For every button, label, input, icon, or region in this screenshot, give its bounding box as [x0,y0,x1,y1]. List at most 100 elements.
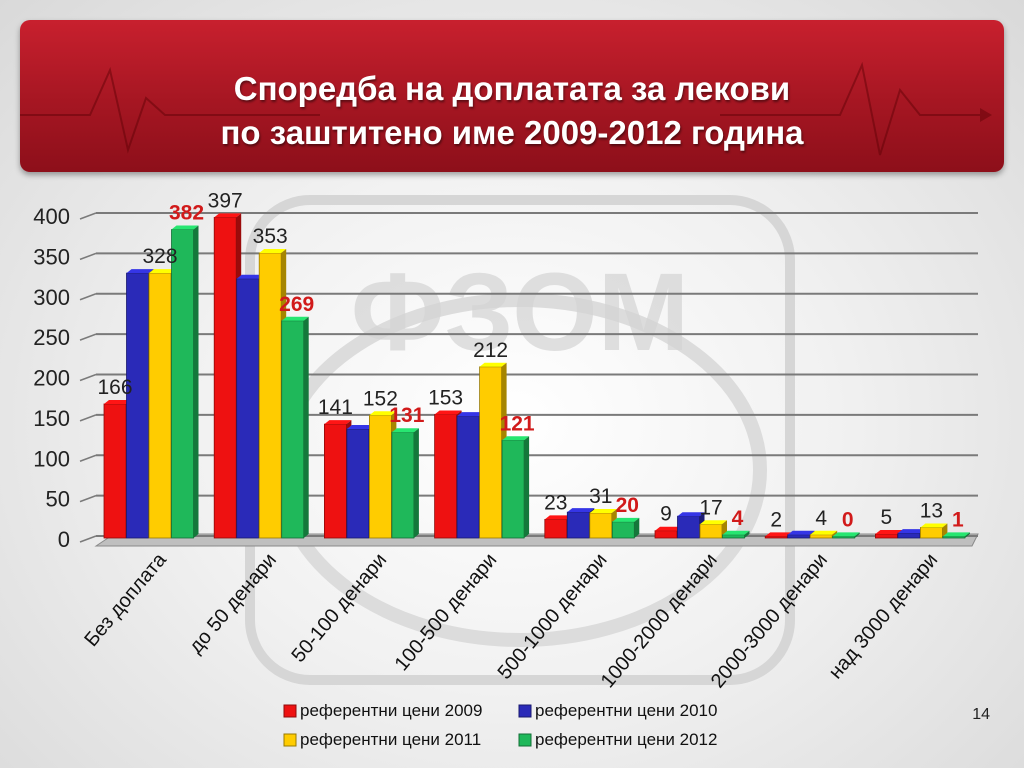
legend-item: референтни цени 2010 [518,701,717,720]
bar-front [258,252,282,539]
bar [391,428,419,539]
bar-top [502,436,530,441]
bar-side [634,517,640,538]
data-label: 1 [952,508,964,531]
data-label: 212 [473,339,508,362]
bar-top [149,269,176,274]
bar-top [434,410,462,415]
gridline-depth [79,333,97,341]
bar-front [456,415,480,539]
legend-label: референтни цени 2009 [300,701,482,720]
data-label: 153 [428,386,463,409]
data-label: 269 [279,293,314,316]
bar-top [612,517,640,522]
data-label: 382 [169,202,204,225]
bar-side [413,428,419,538]
bar-top [259,248,287,253]
data-label: 20 [616,494,639,517]
y-tick-label: 50 [46,487,70,512]
bar-top [875,529,903,534]
y-tick-label: 250 [33,325,70,350]
bar [171,225,199,539]
legend-label: референтни цени 2011 [300,730,481,749]
bar-front [611,521,635,539]
data-label: 2 [770,508,782,531]
data-label: 31 [589,485,612,508]
y-axis-ticks: 0 50 100 150 200 250 300 350 400 [33,204,70,552]
bar-top [346,424,374,429]
data-label: 328 [142,245,177,268]
bar-front [368,414,392,539]
bar-front [236,278,260,539]
gridline-depth [79,535,97,543]
bar-side [524,436,530,538]
data-label: 5 [881,506,893,529]
bar-front [897,532,921,539]
title-banner: Споредба на доплатата за лекови по зашти… [20,20,1004,172]
bar-top [942,532,970,537]
heartbeat-line-decoration [20,61,992,156]
slide-title-line-1: Споредба на доплатата за лекови [233,70,791,107]
bar-front [281,320,305,539]
slide-title-line-2: по заштитено име 2009-2012 година [220,114,804,151]
bar-front [764,535,788,539]
gridline-depth [79,373,97,382]
gridline-depth [79,454,97,462]
bar-top [920,523,948,528]
data-label: 152 [363,387,398,410]
legend-item: референтни цени 2012 [518,730,717,749]
y-tick-label: 200 [33,366,70,391]
bar-front [501,439,525,539]
bar-top [567,508,595,513]
bar-side [193,225,199,538]
data-label: 141 [318,396,353,419]
bar-front [171,229,194,539]
bar-front [589,512,613,539]
x-tick-label: 500-1000 денари [494,549,612,684]
bar [942,532,970,539]
bar-front [126,272,149,539]
bar-side [303,316,309,538]
bar-top [171,225,199,230]
x-tick-label: Без доплата [80,548,171,651]
bar-top [236,274,264,279]
bar-side [964,532,970,538]
legend-label: референтни цени 2012 [535,730,717,749]
legend-item: референтни цени 2011 [283,730,481,749]
data-label: 121 [500,412,535,435]
legend-swatch [283,733,297,747]
bar-front [942,535,966,539]
legend-item: референтни цени 2009 [283,701,482,720]
data-label: 9 [660,503,672,526]
bars [103,213,970,539]
slide-title: Споредба на доплатата за лекови по зашти… [20,67,1004,155]
data-label: 4 [815,507,827,530]
data-label: 166 [97,376,132,399]
bar-top [765,532,793,537]
gridline-depth [79,293,97,301]
bar-front [391,431,415,539]
bar-front [787,534,811,539]
watermark-logo-text: ФЗОМ [351,251,690,374]
bar-front [544,519,568,539]
bar-front [323,423,347,539]
bar-top [810,530,838,535]
y-tick-label: 150 [33,406,70,431]
bar-front [875,533,898,539]
y-tick-label: 400 [33,204,70,229]
bar-top [214,213,242,218]
legend-label: референтни цени 2010 [535,701,717,720]
bar-front [434,414,458,539]
bar-front [832,535,856,539]
bar [875,529,903,539]
legend-swatch [518,704,532,718]
bar-top [700,520,727,525]
bar-top [104,399,131,404]
data-label: 0 [842,508,854,531]
data-label: 23 [544,491,567,514]
data-label: 397 [208,189,243,212]
bar-top [391,428,419,433]
x-tick-label: над 3000 денари [825,549,943,683]
bar-front [654,530,678,539]
